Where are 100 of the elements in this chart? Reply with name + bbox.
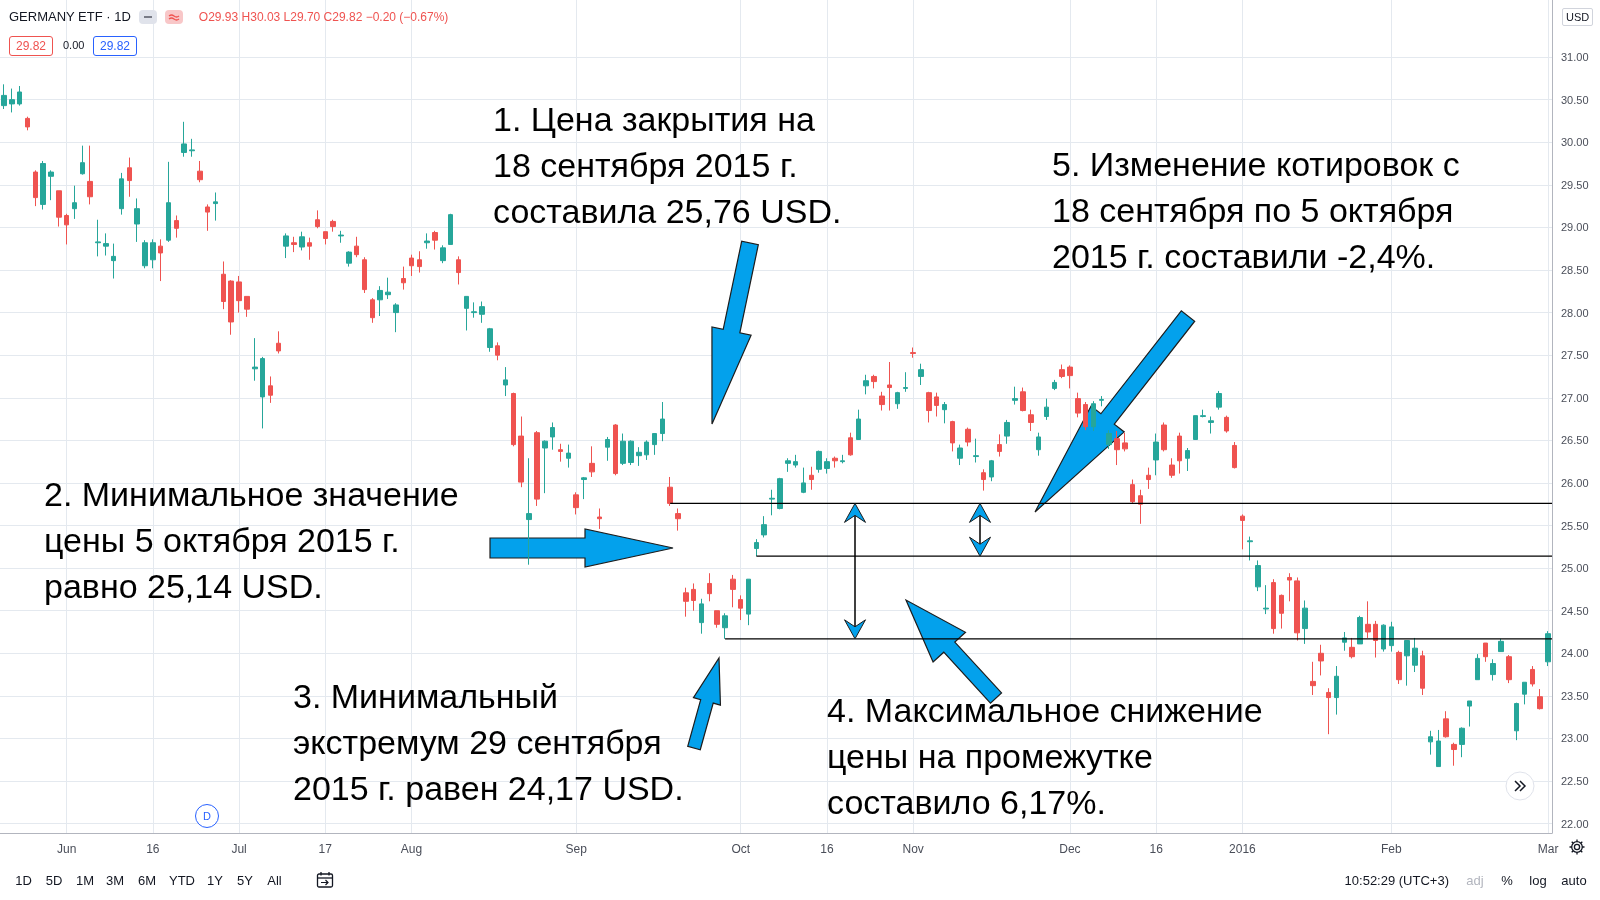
- candlestick: [895, 391, 900, 410]
- candlestick: [1357, 615, 1363, 645]
- candlestick: [1498, 638, 1504, 653]
- candlestick: [848, 432, 853, 457]
- candlestick: [1428, 730, 1433, 756]
- candlestick: [1483, 642, 1488, 663]
- candlestick: [150, 238, 156, 269]
- candlestick: [534, 430, 540, 507]
- candlestick: [1020, 387, 1026, 412]
- candlestick: [785, 457, 791, 473]
- candlestick: [1294, 576, 1300, 642]
- candlestick: [1177, 432, 1182, 475]
- y-tick-label: 24.00: [1561, 647, 1589, 660]
- candlestick: [1083, 401, 1088, 431]
- candlestick: [887, 361, 892, 412]
- candlestick: [1389, 621, 1394, 653]
- candlestick: [1240, 513, 1245, 550]
- candlestick: [1263, 584, 1269, 615]
- candlestick: [730, 574, 736, 608]
- candlestick: [1067, 364, 1073, 389]
- candlestick: [871, 374, 877, 389]
- candlestick: [338, 230, 344, 244]
- candlestick: [809, 466, 814, 491]
- candlestick: [166, 161, 171, 243]
- y-tick-label: 30.00: [1561, 136, 1589, 149]
- candlestick: [119, 172, 124, 216]
- text: 3M: [105, 872, 125, 888]
- candlestick: [1200, 409, 1206, 418]
- candlestick: [1514, 702, 1519, 741]
- candlestick: [1365, 600, 1371, 639]
- text: 5D: [45, 872, 63, 888]
- candlestick: [1153, 433, 1159, 476]
- candlestick: [487, 327, 493, 353]
- candlestick: [464, 295, 469, 331]
- candlestick: [323, 231, 328, 245]
- candlestick: [738, 594, 743, 621]
- candlestick: [652, 433, 657, 456]
- candlestick: [597, 507, 602, 530]
- candlestick: [832, 456, 838, 469]
- candlestick: [856, 409, 861, 440]
- candlestick: [754, 538, 759, 557]
- candlestick: [769, 489, 775, 516]
- candlestick: [950, 420, 955, 452]
- candlestick: [1287, 572, 1292, 602]
- y-tick-label: 23.00: [1561, 732, 1589, 745]
- candlestick: [1161, 421, 1167, 452]
- candlestick: [1271, 578, 1276, 635]
- candlestick: [903, 371, 908, 393]
- candlestick: [448, 213, 453, 245]
- text: 6M: [137, 872, 157, 888]
- candlestick: [56, 190, 62, 228]
- candlestick: [236, 275, 242, 314]
- x-tick-label: 16: [1149, 842, 1164, 856]
- candlestick: [111, 243, 116, 280]
- annotation: 0.00: [63, 39, 85, 51]
- text: 1Y: [207, 872, 223, 888]
- candlestick: [628, 439, 634, 466]
- candlestick: [9, 88, 15, 113]
- candlestick: [1537, 688, 1543, 710]
- candlestick: [683, 587, 689, 618]
- candlestick: [558, 443, 563, 463]
- candlestick: [127, 157, 132, 198]
- candlestick: [542, 439, 548, 494]
- candlestick: [401, 266, 406, 291]
- candlestick: [377, 285, 383, 317]
- annotation: 4. Максимальное снижение цены на промежутке составило 6,17%.: [827, 690, 1264, 823]
- x-tick-label: Oct: [731, 842, 751, 856]
- candlestick: [456, 255, 461, 285]
- candlestick: [1059, 364, 1065, 379]
- candlestick: [1279, 594, 1284, 630]
- y-tick-label: 26.00: [1561, 476, 1589, 489]
- candlestick: [1326, 687, 1331, 735]
- candlestick: [816, 450, 822, 474]
- candlestick: [1099, 395, 1104, 407]
- x-tick-label: Jul: [231, 842, 247, 856]
- candlestick: [1412, 637, 1418, 673]
- candlestick: [1334, 665, 1339, 716]
- candlestick: [910, 347, 916, 359]
- candlestick: [722, 612, 728, 640]
- candlestick: [879, 391, 885, 412]
- y-tick-label: 22.00: [1561, 817, 1589, 830]
- candlestick: [511, 392, 516, 447]
- annotation: D: [195, 804, 219, 828]
- annotation: 29.82: [93, 36, 138, 56]
- text: log: [1529, 872, 1547, 888]
- candlestick: [573, 491, 579, 515]
- text: 1M: [75, 872, 95, 888]
- candlestick: [1396, 650, 1402, 685]
- candlestick: [644, 439, 649, 461]
- candlestick: [213, 191, 218, 222]
- candlestick: [1130, 479, 1135, 504]
- candlestick: [479, 301, 485, 324]
- candlestick: [80, 145, 85, 176]
- candlestick: [291, 236, 297, 253]
- text: 5Y: [237, 872, 253, 888]
- candlestick: [550, 421, 555, 451]
- candlestick: [1216, 390, 1222, 411]
- candlestick: [260, 356, 265, 429]
- candlestick: [385, 277, 391, 300]
- y-tick-label: 28.00: [1561, 306, 1589, 319]
